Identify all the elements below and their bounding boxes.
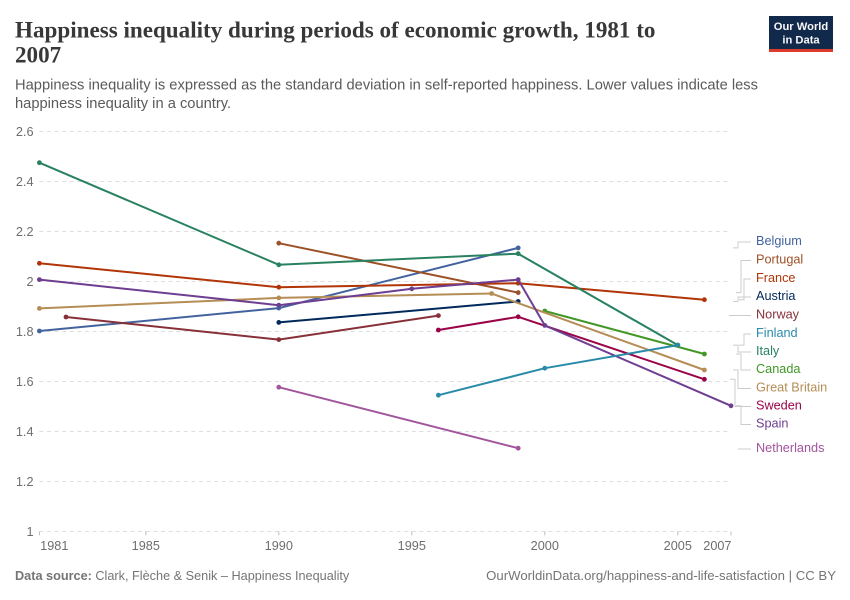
svg-text:2007: 2007 (15, 42, 61, 68)
svg-text:1985: 1985 (132, 539, 160, 553)
svg-text:Canada: Canada (756, 362, 801, 376)
svg-text:Finland: Finland (756, 326, 798, 340)
svg-text:Our World: Our World (774, 21, 829, 33)
svg-text:Austria: Austria (756, 289, 796, 303)
svg-text:Happiness inequality during pe: Happiness inequality during periods of e… (15, 17, 655, 43)
svg-text:1995: 1995 (398, 539, 426, 553)
svg-text:1981: 1981 (40, 539, 68, 553)
svg-text:happiness inequality in a coun: happiness inequality in a country. (15, 96, 231, 112)
svg-text:2000: 2000 (531, 539, 559, 553)
svg-text:France: France (756, 271, 796, 285)
svg-text:Netherlands: Netherlands (756, 441, 824, 455)
svg-text:Happiness inequality is expres: Happiness inequality is expressed as the… (15, 78, 758, 94)
svg-text:Portugal: Portugal (756, 253, 803, 267)
svg-text:2005: 2005 (664, 539, 692, 553)
svg-text:OurWorldinData.org/happiness-a: OurWorldinData.org/happiness-and-life-sa… (486, 568, 836, 583)
svg-text:1.4: 1.4 (16, 425, 34, 439)
svg-text:1990: 1990 (265, 539, 293, 553)
svg-text:in Data: in Data (782, 34, 820, 46)
svg-text:Data source: Clark, Flèche & S: Data source: Clark, Flèche & Senik – Hap… (15, 569, 350, 583)
svg-text:Norway: Norway (756, 308, 800, 322)
svg-text:2.6: 2.6 (16, 125, 34, 139)
svg-text:Italy: Italy (756, 344, 780, 358)
svg-text:1.8: 1.8 (16, 325, 34, 339)
svg-text:1: 1 (26, 525, 33, 539)
svg-text:1.2: 1.2 (16, 475, 34, 489)
svg-text:2007: 2007 (703, 539, 731, 553)
svg-text:Sweden: Sweden (756, 399, 802, 413)
svg-text:1.6: 1.6 (16, 375, 34, 389)
svg-text:2.2: 2.2 (16, 225, 34, 239)
svg-text:Belgium: Belgium (756, 234, 802, 248)
svg-text:Spain: Spain (756, 417, 788, 431)
svg-text:2.4: 2.4 (16, 175, 34, 189)
svg-text:Great Britain: Great Britain (756, 381, 827, 395)
svg-text:2: 2 (26, 275, 33, 289)
